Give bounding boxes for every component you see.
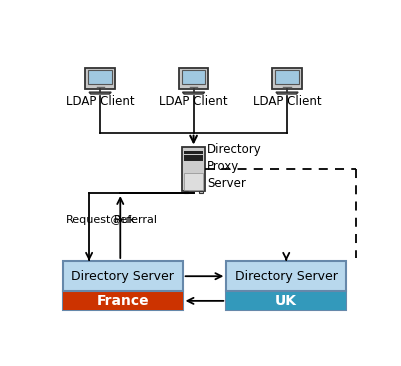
FancyBboxPatch shape [226, 261, 345, 310]
Polygon shape [182, 92, 204, 94]
FancyBboxPatch shape [184, 151, 203, 154]
FancyBboxPatch shape [271, 68, 301, 89]
Text: LDAP Client: LDAP Client [66, 95, 134, 108]
Text: Directory
Proxy
Server: Directory Proxy Server [207, 143, 261, 190]
FancyBboxPatch shape [63, 261, 182, 310]
FancyBboxPatch shape [178, 68, 208, 89]
FancyBboxPatch shape [85, 68, 115, 89]
FancyBboxPatch shape [184, 158, 203, 161]
FancyBboxPatch shape [199, 191, 203, 193]
FancyBboxPatch shape [88, 70, 111, 84]
FancyBboxPatch shape [184, 155, 203, 157]
Text: Directory Server: Directory Server [71, 270, 174, 283]
FancyBboxPatch shape [182, 147, 204, 191]
Text: LDAP Client: LDAP Client [252, 95, 320, 108]
Text: UK: UK [275, 294, 296, 308]
Text: Directory Server: Directory Server [234, 270, 337, 283]
FancyBboxPatch shape [226, 291, 345, 310]
FancyBboxPatch shape [181, 70, 205, 84]
FancyBboxPatch shape [275, 70, 298, 84]
Text: Referral: Referral [114, 215, 158, 225]
FancyBboxPatch shape [183, 191, 187, 193]
Polygon shape [275, 92, 297, 94]
FancyBboxPatch shape [184, 173, 203, 190]
Text: France: France [96, 294, 149, 308]
FancyBboxPatch shape [63, 291, 182, 310]
Text: LDAP Client: LDAP Client [159, 95, 227, 108]
Polygon shape [89, 92, 111, 94]
Text: Request@uk: Request@uk [66, 215, 136, 225]
